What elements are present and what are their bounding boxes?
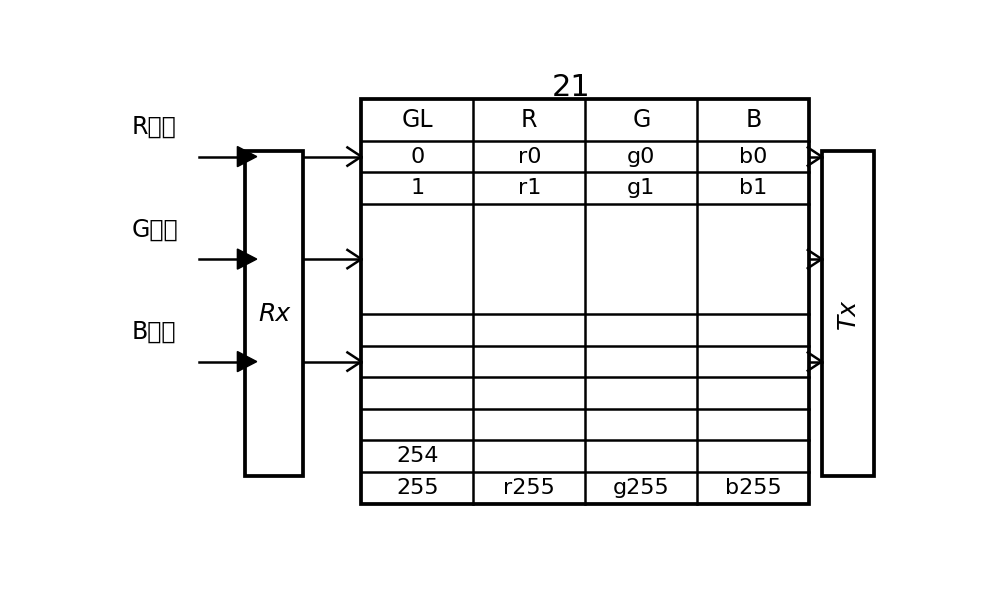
Text: b255: b255 [725, 478, 782, 498]
Text: Rx: Rx [258, 302, 290, 326]
Text: 254: 254 [396, 446, 439, 466]
Text: 21: 21 [551, 73, 590, 102]
Text: g255: g255 [613, 478, 670, 498]
Bar [822, 151, 874, 476]
Text: b0: b0 [739, 147, 768, 166]
Text: r1: r1 [518, 178, 541, 198]
Text: b1: b1 [739, 178, 767, 198]
Bar [245, 151, 303, 476]
Text: R: R [521, 108, 538, 132]
Text: Tx: Tx [836, 299, 860, 328]
Bar [361, 99, 809, 504]
Text: R信号: R信号 [131, 115, 176, 139]
Text: B: B [745, 108, 761, 132]
Text: g0: g0 [627, 147, 656, 166]
Polygon shape [237, 249, 257, 269]
Text: r255: r255 [503, 478, 555, 498]
Text: G: G [632, 108, 651, 132]
Text: r0: r0 [518, 147, 541, 166]
Polygon shape [237, 147, 257, 167]
Text: 255: 255 [396, 478, 439, 498]
Text: g1: g1 [627, 178, 655, 198]
Polygon shape [237, 352, 257, 372]
Text: G信号: G信号 [131, 217, 178, 241]
Text: B信号: B信号 [131, 320, 176, 344]
Text: GL: GL [402, 108, 433, 132]
Text: 0: 0 [410, 147, 424, 166]
Text: 1: 1 [410, 178, 424, 198]
